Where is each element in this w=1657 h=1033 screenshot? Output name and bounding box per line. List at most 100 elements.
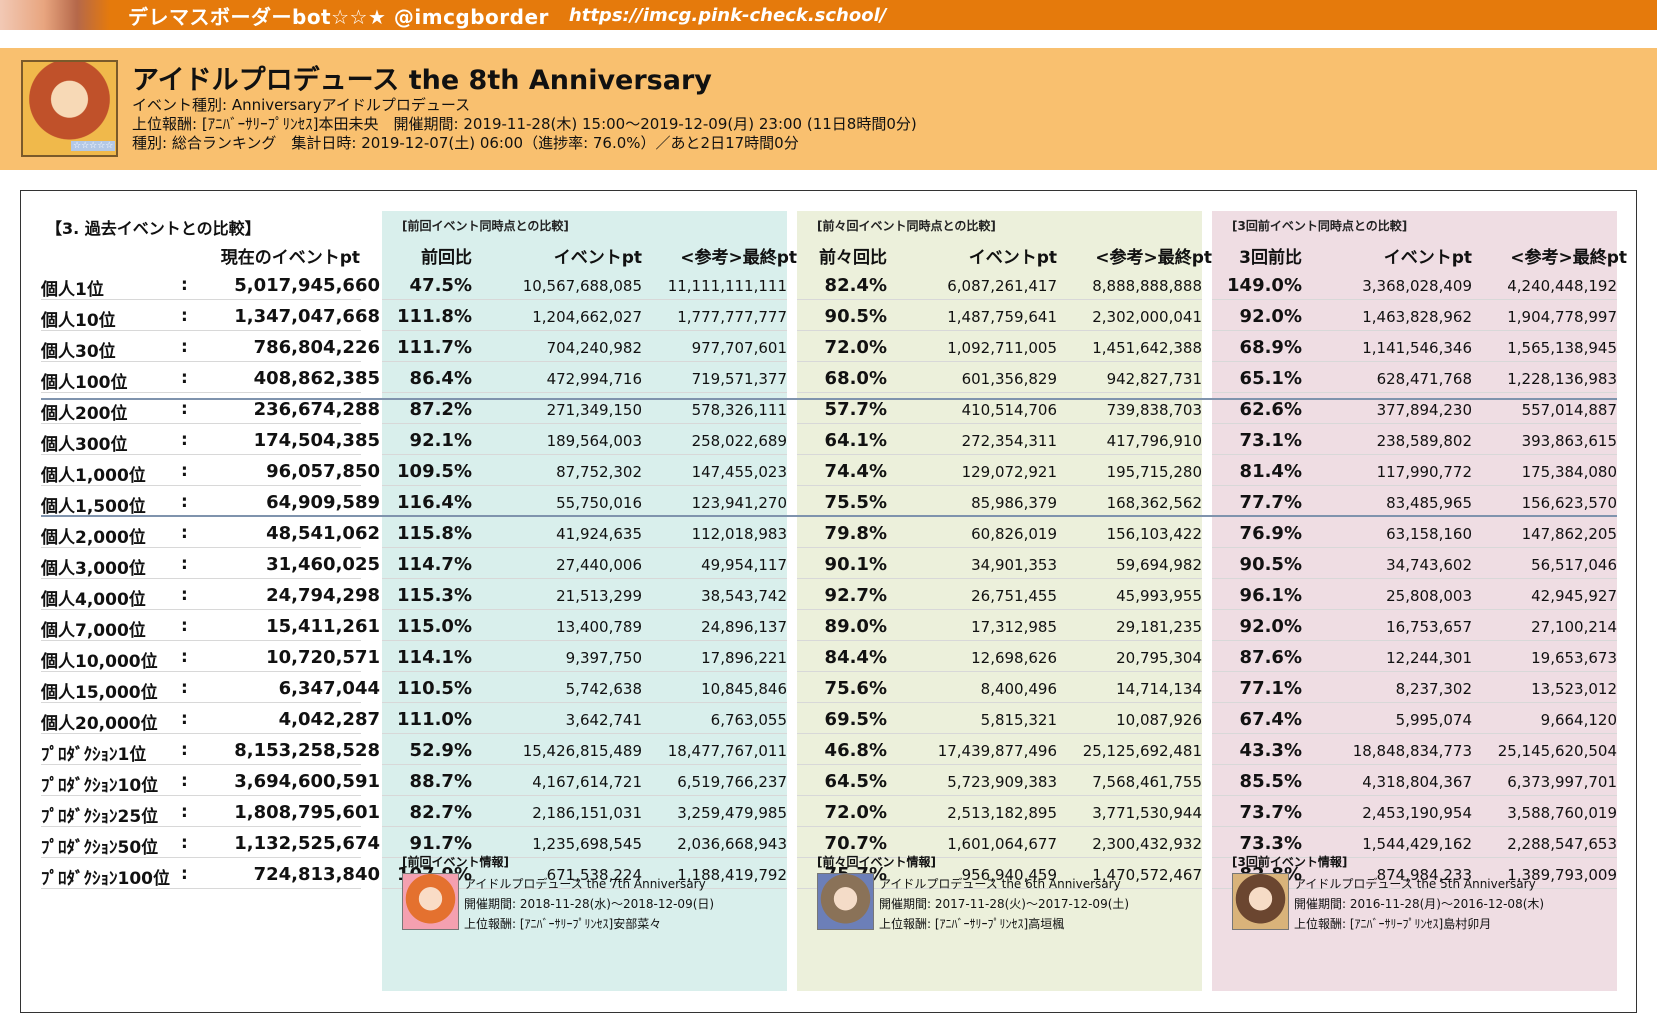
row-separator [382, 299, 787, 300]
row-separator [797, 299, 1202, 300]
rank-colon: : [181, 802, 188, 822]
ratio-prev3: 73.3% [1239, 833, 1302, 854]
ratio-prev: 114.1% [397, 647, 472, 668]
final-pt-prev3: 557,014,887 [1521, 401, 1617, 419]
pt-prev3: 2,453,190,954 [1362, 804, 1472, 822]
row-separator [382, 578, 787, 579]
table-row: 個人10,000位: 10,720,571 114.1% 9,397,750 17,89… [41, 641, 1617, 672]
ratio-prev2: 64.1% [824, 430, 887, 451]
row-separator [382, 423, 787, 424]
row-separator [1212, 423, 1617, 424]
pt-prev: 704,240,982 [546, 339, 642, 357]
site-url-link[interactable]: https://imcg.pink-check.school/ [568, 4, 887, 26]
past-event-reward: 上位報酬: [ｱﾆﾊﾞｰｻﾘｰﾌﾟﾘﾝｾｽ]安部菜々 [464, 917, 662, 931]
rank-label: ﾌﾟﾛﾀﾞｸｼｮﾝ1位 [41, 745, 147, 765]
row-separator [41, 702, 361, 703]
table-row: ﾌﾟﾛﾀﾞｸｼｮﾝ1位: 8,153,258,528 52.9% 15,426,815… [41, 734, 1617, 765]
ratio-prev: 88.7% [409, 771, 472, 792]
pt-prev3: 34,743,602 [1386, 556, 1472, 574]
final-pt-prev2: 29,181,235 [1116, 618, 1202, 636]
ratio-prev2: 75.6% [824, 678, 887, 699]
final-pt-prev2: 25,125,692,481 [1082, 742, 1202, 760]
pt-prev: 3,642,741 [565, 711, 642, 729]
pt-prev3: 25,808,003 [1386, 587, 1472, 605]
rank-label: 個人15,000位 [41, 683, 158, 703]
current-pt: 1,808,795,601 [234, 802, 380, 823]
rank-colon: : [181, 678, 188, 698]
ratio-prev2: 57.7% [824, 399, 887, 420]
final-pt-prev: 3,259,479,985 [677, 804, 787, 822]
pt-prev3: 238,589,802 [1376, 432, 1472, 450]
row-separator [797, 733, 1202, 734]
final-pt-prev2: 20,795,304 [1116, 649, 1202, 667]
pt-prev: 9,397,750 [565, 649, 642, 667]
row-separator [41, 392, 361, 393]
row-separator [41, 609, 361, 610]
row-separator [41, 330, 361, 331]
pt-prev: 10,567,688,085 [522, 277, 642, 295]
past-event-info-title: [3回前イベント情報] [1232, 855, 1348, 869]
group-divider [41, 515, 1617, 517]
row-separator [1212, 733, 1617, 734]
ratio-prev3: 81.4% [1239, 461, 1302, 482]
group-title-prev: [前回イベント同時点との比較] [402, 219, 569, 233]
rank-colon: : [181, 306, 188, 326]
table-row: 個人1位: 5,017,945,660 47.5% 10,567,688,085 11,… [41, 269, 1617, 300]
row-separator [1212, 826, 1617, 827]
pt-prev3: 5,995,074 [1395, 711, 1472, 729]
ratio-prev2: 74.4% [824, 461, 887, 482]
pt-prev3: 874,984,233 [1376, 866, 1472, 884]
prev2-group-bg [797, 211, 1202, 991]
rank-label: 個人1位 [41, 280, 104, 300]
table-row: 個人15,000位: 6,347,044 110.5% 5,742,638 10,845… [41, 672, 1617, 703]
current-pt: 4,042,287 [278, 709, 380, 730]
final-pt-prev2: 195,715,280 [1106, 463, 1202, 481]
final-pt-prev2: 14,714,134 [1116, 680, 1202, 698]
final-pt-prev2: 739,838,703 [1106, 401, 1202, 419]
row-separator [797, 392, 1202, 393]
row-separator [382, 857, 787, 858]
row-separator [797, 454, 1202, 455]
ratio-prev3: 92.0% [1239, 306, 1302, 327]
ratio-prev2: 90.1% [824, 554, 887, 575]
ratio-prev: 109.5% [397, 461, 472, 482]
rank-colon: : [181, 709, 188, 729]
row-separator [1212, 888, 1617, 889]
table-row: ﾌﾟﾛﾀﾞｸｼｮﾝ50位: 1,132,525,674 91.7% 1,235,698… [41, 827, 1617, 858]
ratio-prev3: 67.4% [1239, 709, 1302, 730]
final-pt-prev: 38,543,742 [701, 587, 787, 605]
ratio-prev: 92.1% [409, 430, 472, 451]
pt-prev3: 83,485,965 [1386, 494, 1472, 512]
pt-prev2: 1,601,064,677 [947, 835, 1057, 853]
ratio-prev2: 68.0% [824, 368, 887, 389]
final-pt-prev: 2,036,668,943 [677, 835, 787, 853]
ratio-prev2: 92.7% [824, 585, 887, 606]
event-header: ☆☆☆☆☆ アイドルプロデュース the 8th Anniversary イベン… [0, 48, 1657, 170]
pt-prev2: 129,072,921 [961, 463, 1057, 481]
final-pt-prev: 11,111,111,111 [667, 277, 787, 295]
final-pt-prev3: 156,623,570 [1521, 494, 1617, 512]
row-separator [797, 826, 1202, 827]
ratio-prev: 47.5% [409, 275, 472, 296]
pt-prev2: 601,356,829 [961, 370, 1057, 388]
table-row: 個人2,000位: 48,541,062 115.8% 41,924,635 112,0… [41, 517, 1617, 548]
table-row: 個人1,500位: 64,909,589 116.4% 55,750,016 123,9… [41, 486, 1617, 517]
pt-prev2: 34,901,353 [971, 556, 1057, 574]
past-event-name: アイドルプロデュース the 5th Anniversary [1294, 877, 1536, 891]
final-pt-prev3: 9,664,120 [1540, 711, 1617, 729]
rank-colon: : [181, 771, 188, 791]
final-pt-prev: 123,941,270 [691, 494, 787, 512]
row-separator [41, 578, 361, 579]
final-pt-prev3: 13,523,012 [1531, 680, 1617, 698]
rank-colon: : [181, 275, 188, 295]
final-pt-prev: 24,896,137 [701, 618, 787, 636]
row-separator [41, 733, 361, 734]
pt-prev2: 1,092,711,005 [947, 339, 1057, 357]
ratio-prev: 111.0% [397, 709, 472, 730]
pt-prev2: 60,826,019 [971, 525, 1057, 543]
current-pt: 48,541,062 [266, 523, 380, 544]
ratio-prev2: 89.0% [824, 616, 887, 637]
row-separator [382, 485, 787, 486]
pt-prev3: 117,990,772 [1376, 463, 1472, 481]
pt-prev2: 6,087,261,417 [947, 277, 1057, 295]
